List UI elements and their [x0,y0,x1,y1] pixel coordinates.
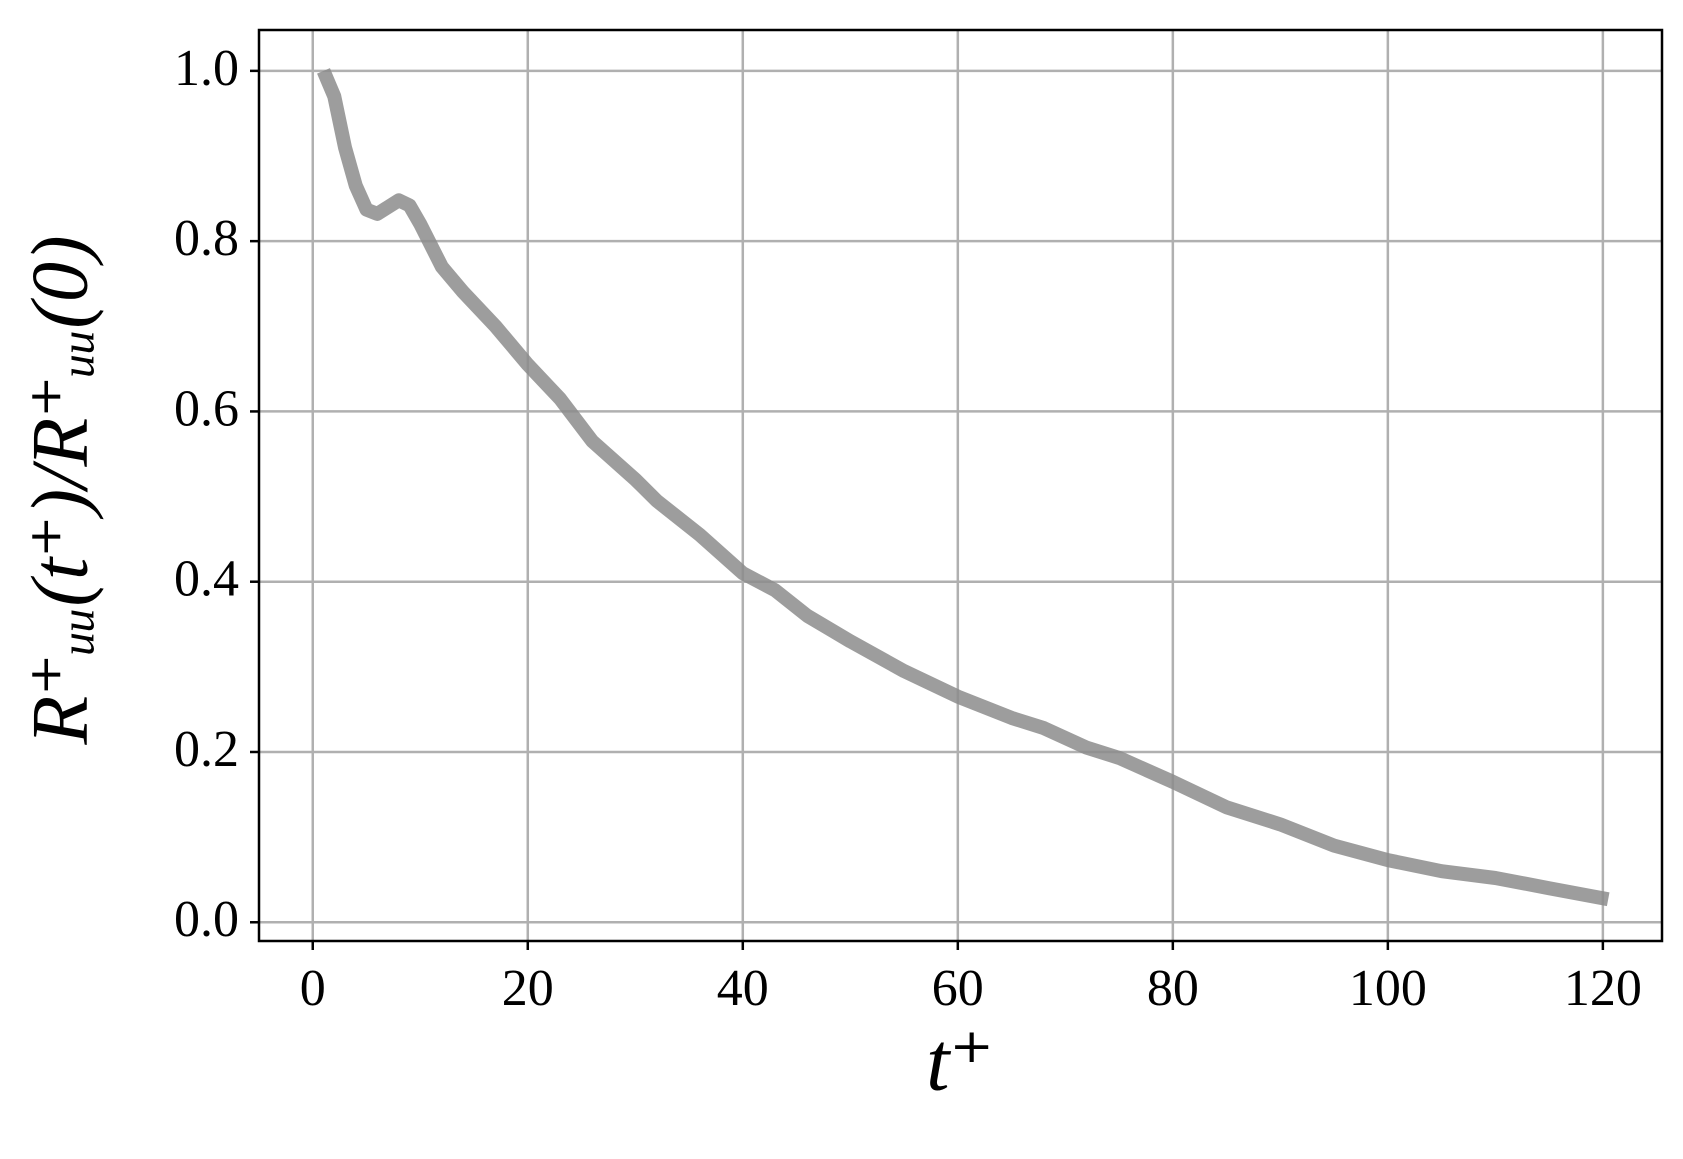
y-tick-label: 0.8 [174,210,239,267]
y-tick-label: 0.6 [174,380,239,437]
plot-frame [257,28,1664,943]
y-tick-label: 0.4 [174,551,239,608]
y-tick-label: 1.0 [174,40,239,97]
x-tick-label: 20 [502,960,554,1017]
x-tick-label: 100 [1349,960,1427,1017]
x-tick-label: 80 [1147,960,1199,1017]
x-axis-label: t⁺ [926,1015,994,1108]
y-tick-label: 0.0 [174,891,239,948]
y-axis-label: R⁺ᵤᵤ(t⁺)/R⁺ᵤᵤ(0) [16,235,104,745]
y-tick-label: 0.2 [174,721,239,778]
x-tick-label: 60 [932,960,984,1017]
x-tick-label: 40 [717,960,769,1017]
x-tick-label: 0 [300,960,326,1017]
data-line [317,68,1610,907]
x-tick-label: 120 [1564,960,1642,1017]
